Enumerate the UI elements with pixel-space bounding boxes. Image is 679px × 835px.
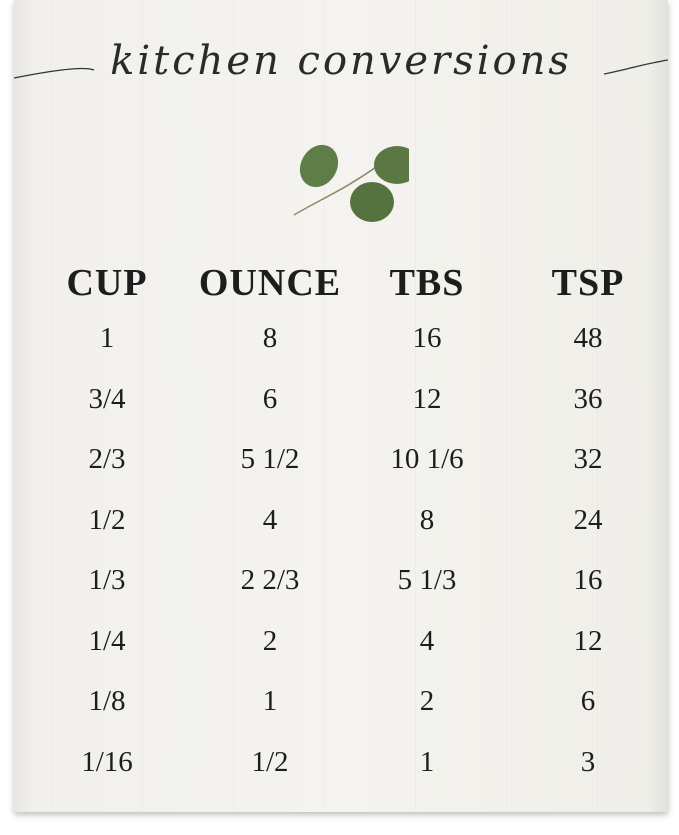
column-header: OUNCE [198,262,342,304]
table-cell: 5 1/2 [240,443,300,475]
table-cell: 8 [419,503,435,536]
sign-board: kitchen conversions CUP 1 3/4 2/3 1/2 1/… [14,0,668,812]
table-cell: 6 [580,685,596,717]
table-cell: 24 [573,503,603,536]
table-cell: 5 1/3 [397,564,457,596]
table-cell: 1/2 [251,745,289,778]
table-cell: 4 [419,624,435,657]
column-header: TBS [389,262,465,304]
table-cell: 48 [573,322,603,354]
table-cell: 8 [262,322,278,354]
table-cell: 1/8 [88,685,126,717]
table-cell: 1/16 [81,745,133,778]
page-title: kitchen conversions [110,38,572,84]
table-cell: 1 [419,745,435,778]
table-cell: 1 [99,322,115,354]
table-cell: 1/2 [88,503,126,536]
table-cell: 3/4 [88,382,126,415]
table-cell: 32 [573,443,603,475]
title-swash-line [14,59,668,79]
table-cell: 1 [262,685,278,717]
table-cell: 2 [262,624,278,657]
table-cell: 1/3 [88,564,126,596]
wood-grain [14,0,668,812]
table-cell: 6 [262,382,278,415]
column-cup: CUP 1 3/4 2/3 1/2 1/3 1/4 1/8 1/16 [22,258,192,792]
table-cell: 36 [573,382,603,415]
table-cell: 4 [262,503,278,536]
column-ounce: OUNCE 8 6 5 1/2 4 2 2/3 2 1 1/2 [185,258,355,792]
column-tbs: TBS 16 12 10 1/6 8 5 1/3 4 2 1 [342,258,512,792]
table-cell: 16 [573,564,603,596]
column-header: TSP [551,262,625,304]
table-cell: 2 2/3 [240,564,300,596]
table-cell: 16 [412,322,442,354]
eucalyptus-leaves-icon [293,144,409,222]
table-cell: 2 [419,685,435,717]
table-cell: 12 [412,382,442,415]
table-cell: 10 1/6 [390,443,464,475]
column-header: CUP [66,262,148,304]
table-cell: 12 [573,624,603,657]
column-tsp: TSP 48 36 32 24 16 12 6 3 [503,258,673,792]
table-cell: 1/4 [88,624,126,657]
table-cell: 2/3 [88,443,126,475]
table-cell: 3 [580,745,596,778]
